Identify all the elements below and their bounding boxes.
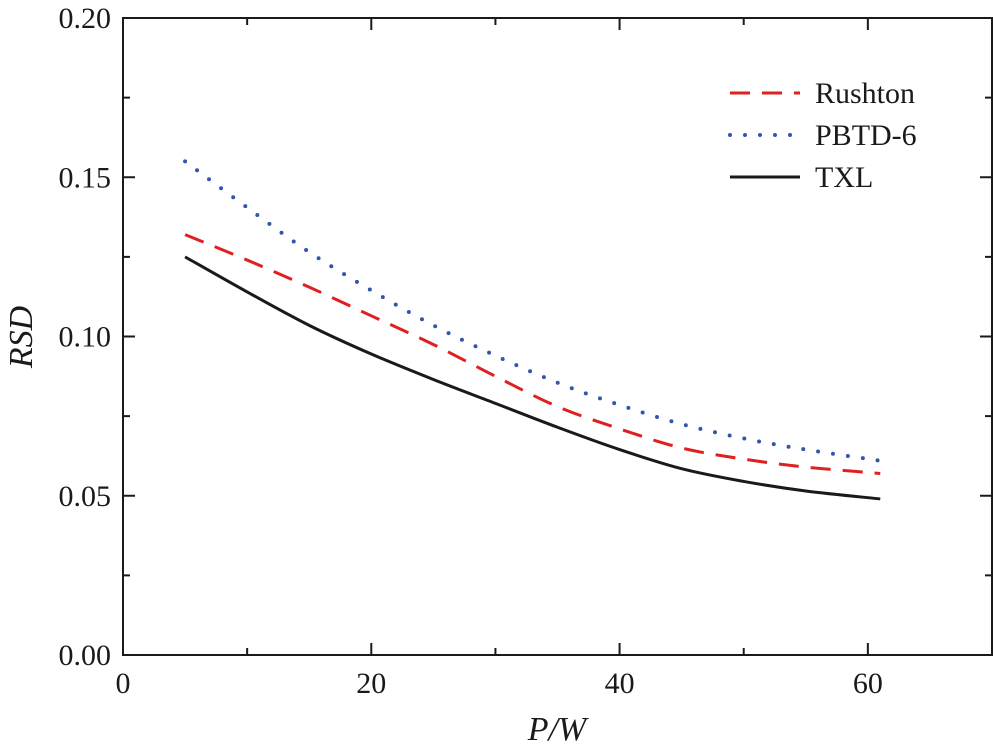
y-tick-label: 0.20 [59, 2, 112, 35]
series-line-pbtd-6 [183, 159, 883, 463]
axis-ticks: 0 20 40 60 0.00 0.05 0.10 0.15 0.20 [59, 2, 992, 700]
y-tick-label: 0.15 [59, 161, 112, 194]
x-tick-label: 60 [853, 667, 883, 700]
legend: Rushton PBTD-6 TXL [728, 77, 917, 194]
y-tick-label: 0.00 [59, 639, 112, 672]
series-lines [183, 159, 883, 501]
y-tick-label: 0.10 [59, 321, 112, 354]
x-tick-label: 20 [356, 667, 386, 700]
legend-label-pbtd-6: PBTD-6 [815, 119, 917, 152]
x-axis-title: P/W [527, 711, 589, 748]
y-axis-title: RSD [3, 305, 40, 369]
legend-label-rushton: Rushton [815, 77, 915, 110]
x-tick-label: 40 [605, 667, 635, 700]
series-line-txl [184, 255, 881, 501]
y-tick-label: 0.05 [59, 480, 112, 513]
x-tick-label: 0 [116, 667, 131, 700]
plot-frame [122, 17, 993, 656]
legend-label-txl: TXL [815, 161, 873, 194]
series-line-rushton [184, 233, 881, 475]
